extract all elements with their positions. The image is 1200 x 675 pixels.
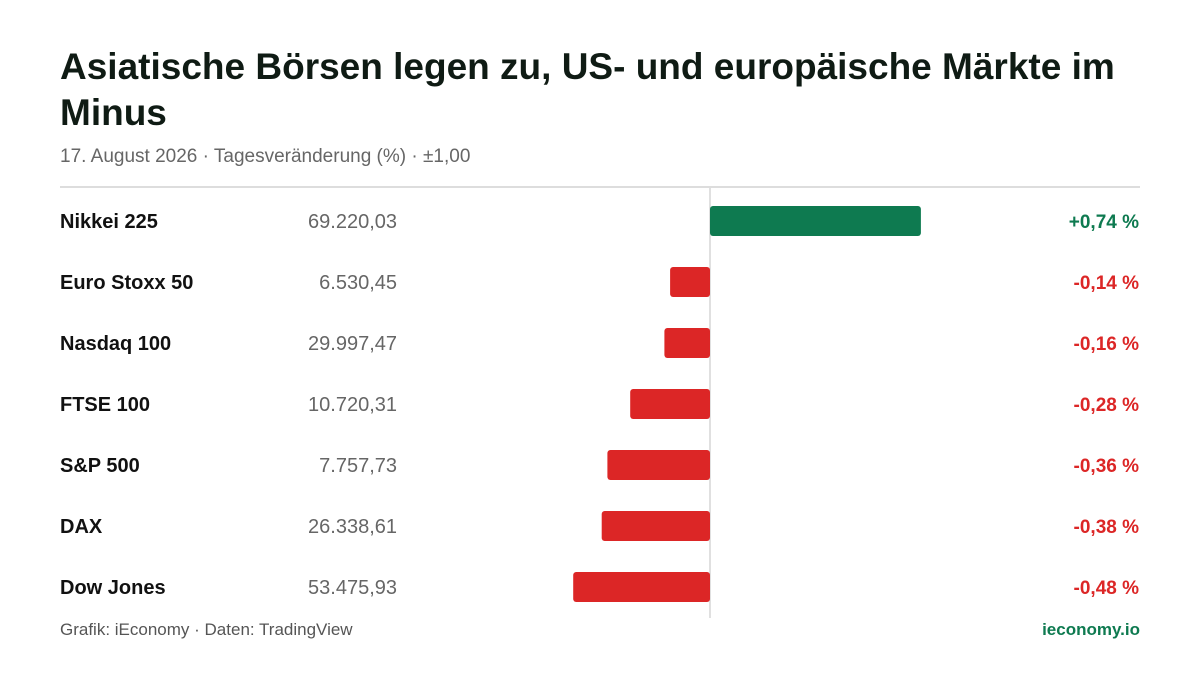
change-label: -0,48 % <box>1074 578 1140 599</box>
index-name: Nikkei 225 <box>60 211 158 233</box>
change-bar <box>607 450 710 480</box>
change-label: -0,38 % <box>1074 517 1140 538</box>
change-label: -0,36 % <box>1074 456 1140 477</box>
source-note: Grafik: iEconomy · Daten: TradingView <box>60 620 353 639</box>
index-level: 69.220,03 <box>308 211 397 233</box>
index-name: FTSE 100 <box>60 394 150 416</box>
index-name: Nasdaq 100 <box>60 333 171 355</box>
header-divider <box>60 186 1140 188</box>
index-name: DAX <box>60 516 103 538</box>
change-bar <box>601 511 710 541</box>
chart-subtitle: 17. August 2026 · Tagesveränderung (%) ·… <box>60 146 471 167</box>
change-bar <box>664 328 710 358</box>
index-level: 29.997,47 <box>308 333 397 355</box>
index-level: 53.475,93 <box>308 577 397 599</box>
change-bar <box>710 206 921 236</box>
index-level: 26.338,61 <box>308 516 397 538</box>
brand-link[interactable]: ieconomy.io <box>1042 620 1140 639</box>
change-label: -0,16 % <box>1074 334 1140 355</box>
index-level: 10.720,31 <box>308 394 397 416</box>
index-name: S&P 500 <box>60 455 140 477</box>
change-bar <box>670 267 710 297</box>
change-label: -0,14 % <box>1074 273 1140 294</box>
index-level: 7.757,73 <box>319 455 397 477</box>
chart-title: Asiatische Börsen legen zu, US- und euro… <box>60 46 1115 133</box>
index-name: Euro Stoxx 50 <box>60 272 193 294</box>
change-bar <box>630 389 710 419</box>
index-level: 6.530,45 <box>319 272 397 294</box>
change-label: -0,28 % <box>1074 395 1140 416</box>
chart-rows: Nikkei 225 69.220,03 +0,74 % Euro Stoxx 50 6… <box>60 206 1139 602</box>
index-name: Dow Jones <box>60 577 166 599</box>
change-bar <box>573 572 710 602</box>
change-label: +0,74 % <box>1069 212 1139 233</box>
